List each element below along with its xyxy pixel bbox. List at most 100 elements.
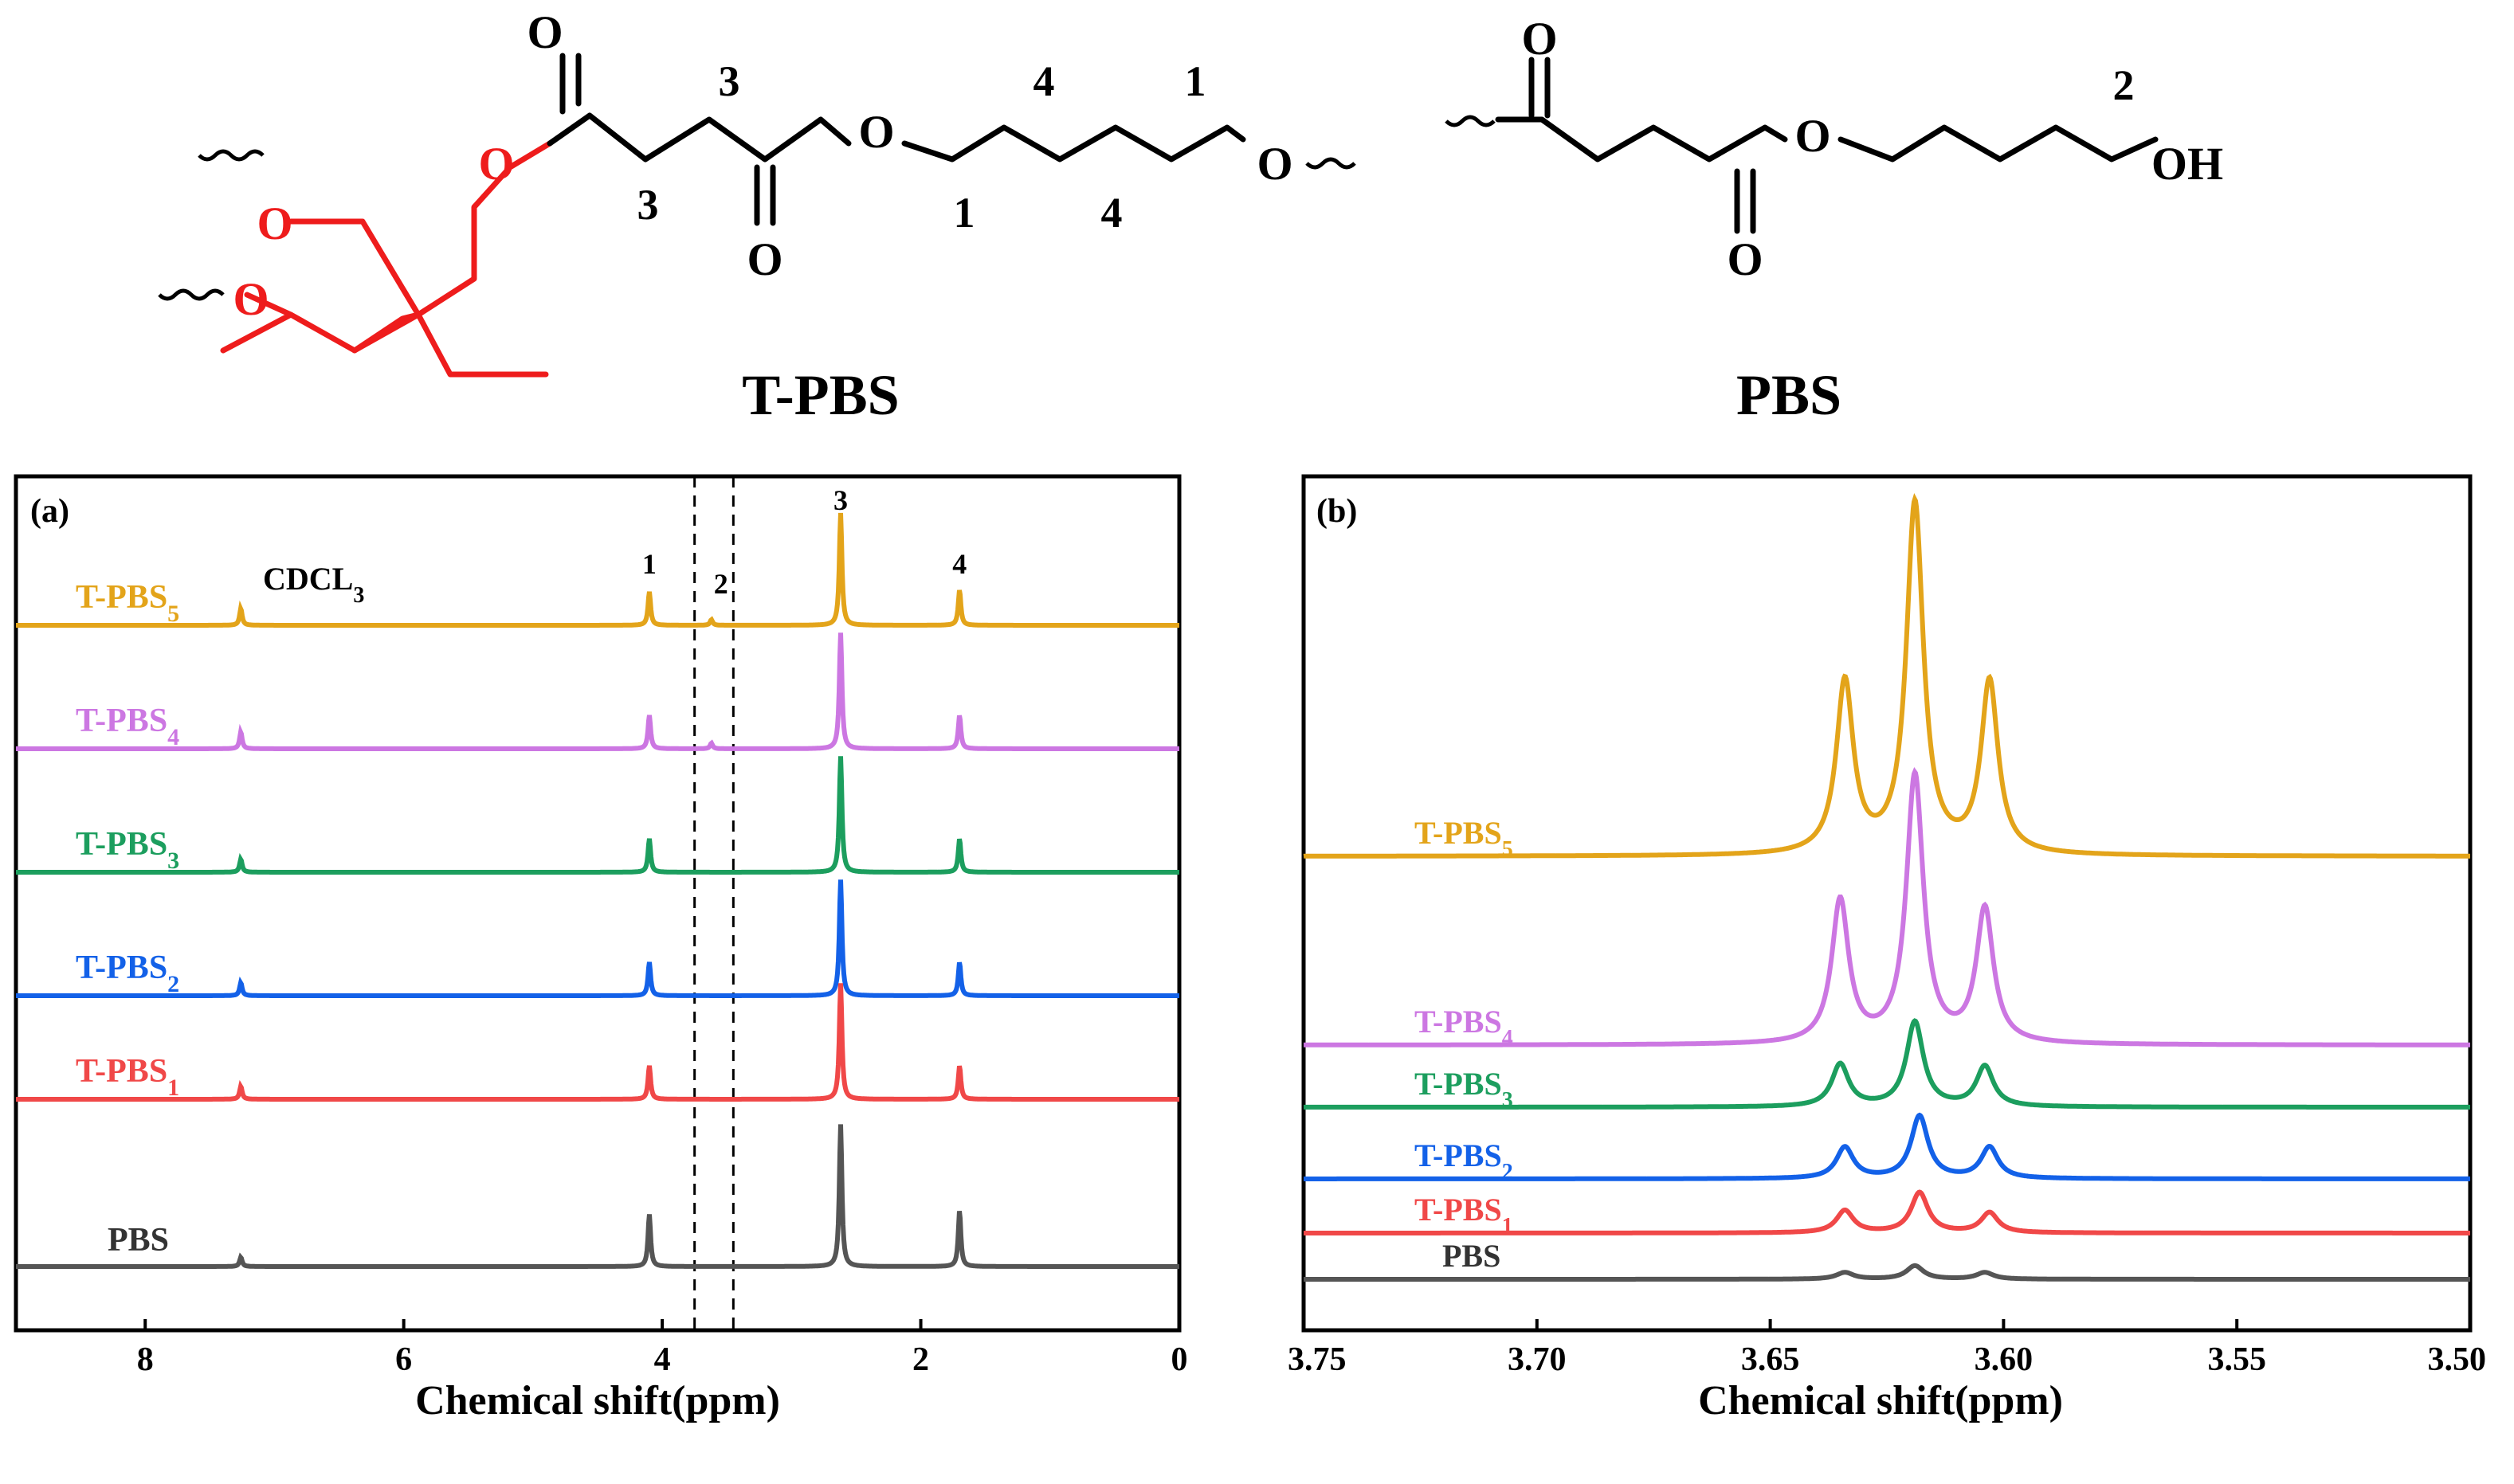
spectrum-b-label-5: T-PBS1 bbox=[1414, 1192, 1513, 1239]
spectrum-b-label-5-sub: 1 bbox=[1502, 1214, 1513, 1239]
tpbs-label-4-top: 4 bbox=[1033, 57, 1055, 105]
pbs-chain bbox=[1495, 57, 2159, 234]
pbs-structure: O O O OH 2 PBS bbox=[1445, 13, 2223, 427]
pbs-o-bottom: O bbox=[1727, 233, 1763, 285]
tpbs-red-core bbox=[220, 140, 553, 378]
spectrum-a-label-1-sub: 5 bbox=[167, 601, 179, 627]
panel-a-x-axis-title: Chemical shift(ppm) bbox=[415, 1378, 780, 1423]
tpbs-o-red-lower: O bbox=[233, 273, 269, 325]
spectrum-b-label-4-name: T-PBS bbox=[1414, 1137, 1502, 1173]
panel-b-tick-label-2: 3.65 bbox=[1741, 1341, 1800, 1378]
tpbs-structure: O O O O O O O 3 3 4 4 1 1 T-PBS bbox=[158, 6, 1356, 427]
tpbs-label-3-bottom: 3 bbox=[637, 181, 659, 229]
tpbs-label-4-bottom: 4 bbox=[1101, 189, 1123, 237]
panel-b-tick-label-4: 3.55 bbox=[2207, 1341, 2266, 1378]
pbs-o-top: O bbox=[1521, 13, 1557, 65]
spectrum-a-label-2-sub: 4 bbox=[167, 724, 179, 750]
spectrum-b-label-3-sub: 3 bbox=[1502, 1088, 1513, 1113]
spectrum-a-label-4-name: T-PBS bbox=[76, 950, 167, 986]
spectrum-a-label-6-name: PBS bbox=[108, 1222, 169, 1259]
spectrum-a-label-4-sub: 2 bbox=[167, 971, 179, 997]
solvent-label-text: CDCL bbox=[263, 561, 353, 597]
spectrum-a-label-5: T-PBS1 bbox=[76, 1053, 179, 1101]
panel-b-tick-label-5: 3.50 bbox=[2428, 1341, 2487, 1378]
spectrum-a-series-2 bbox=[16, 632, 1179, 751]
spectrum-b-label-3-name: T-PBS bbox=[1414, 1066, 1502, 1102]
tpbs-chain bbox=[547, 53, 1246, 226]
spectrum-a-label-5-sub: 1 bbox=[167, 1075, 179, 1101]
spectrum-a-label-2-name: T-PBS bbox=[76, 703, 167, 739]
spectrum-b-label-2-sub: 4 bbox=[1502, 1026, 1513, 1051]
spectrum-a-series-1 bbox=[16, 512, 1179, 628]
spectrum-b-series-5 bbox=[1304, 1189, 2470, 1235]
spectrum-a-label-1: T-PBS5 bbox=[76, 579, 179, 627]
pbs-name: PBS bbox=[1736, 363, 1841, 427]
panel-a-tick-label-2: 2 bbox=[912, 1341, 929, 1378]
peak-4-label: 4 bbox=[952, 548, 967, 580]
panel-b-label: (b) bbox=[1316, 493, 1357, 530]
spectrum-a-label-3-name: T-PBS bbox=[76, 826, 167, 863]
panel-a-series bbox=[16, 512, 1179, 1269]
spectrum-b-label-1: T-PBS5 bbox=[1414, 815, 1513, 862]
spectrum-a-label-5-name: T-PBS bbox=[76, 1053, 167, 1090]
tpbs-o-end: O bbox=[1257, 138, 1292, 190]
peak-1-label: 1 bbox=[642, 548, 657, 580]
spectrum-b-label-1-name: T-PBS bbox=[1414, 815, 1502, 851]
spectrum-b-series-6 bbox=[1304, 1263, 2470, 1282]
tpbs-label-3-top: 3 bbox=[719, 57, 740, 105]
tpbs-name: T-PBS bbox=[742, 363, 899, 427]
pbs-oh: OH bbox=[2151, 138, 2223, 190]
panel-a-annotations: CDCL3 1 2 3 4 bbox=[263, 484, 967, 608]
spectrum-b-series-2 bbox=[1304, 766, 2470, 1047]
pbs-wavy-end bbox=[1445, 115, 1496, 127]
spectrum-a-label-4: T-PBS2 bbox=[76, 950, 179, 997]
spectrum-b-label-4-sub: 2 bbox=[1502, 1160, 1513, 1184]
pbs-o-ester: O bbox=[1794, 110, 1830, 162]
spectrum-a-label-2: T-PBS4 bbox=[76, 703, 179, 750]
tpbs-label-1-top: 1 bbox=[1185, 57, 1206, 105]
spectrum-b-label-6: PBS bbox=[1442, 1238, 1500, 1274]
solvent-label-sub: 3 bbox=[353, 583, 364, 608]
tpbs-wavy-ends bbox=[158, 149, 1356, 301]
panel-b-tick-label-1: 3.70 bbox=[1508, 1341, 1567, 1378]
spectrum-b-label-2-name: T-PBS bbox=[1414, 1004, 1502, 1040]
panel-a-tick-label-0: 0 bbox=[1171, 1341, 1188, 1378]
panel-a-frame bbox=[14, 474, 1182, 1333]
tpbs-o-red-upper: O bbox=[257, 198, 292, 249]
pbs-label-2: 2 bbox=[2113, 61, 2135, 109]
tpbs-label-1-bottom: 1 bbox=[954, 189, 975, 237]
panel-b-x-axis-title: Chemical shift(ppm) bbox=[1698, 1378, 2063, 1423]
solvent-label: CDCL3 bbox=[263, 561, 364, 608]
spectrum-b-label-4: T-PBS2 bbox=[1414, 1137, 1513, 1184]
spectrum-b-series-4 bbox=[1304, 1112, 2470, 1181]
spectrum-b-label-6-name: PBS bbox=[1442, 1238, 1500, 1274]
panel-a-label: (a) bbox=[30, 493, 69, 530]
spectrum-a-series-6 bbox=[16, 1124, 1179, 1269]
spectrum-b-label-1-sub: 5 bbox=[1502, 837, 1513, 862]
tpbs-o-top: O bbox=[527, 6, 563, 58]
spectrum-a-label-3: T-PBS3 bbox=[76, 826, 179, 874]
tpbs-red-arm-upper bbox=[288, 218, 422, 318]
panel-b-tick-label-3: 3.60 bbox=[1975, 1341, 2034, 1378]
tpbs-o-bottom: O bbox=[747, 233, 782, 285]
spectrum-a-label-3-sub: 3 bbox=[167, 848, 179, 874]
panel-b-x-ticks: 3.75 3.70 3.65 3.60 3.55 3.50 bbox=[1288, 1319, 2486, 1378]
spectrum-a-label-6: PBS bbox=[108, 1222, 169, 1259]
spectrum-b-series-3 bbox=[1304, 1018, 2470, 1110]
peak-3-label: 3 bbox=[833, 484, 848, 516]
panel-a-dashed-lines bbox=[693, 476, 735, 1330]
spectrum-b-label-3: T-PBS3 bbox=[1414, 1066, 1513, 1113]
panel-b-tick-label-0: 3.75 bbox=[1288, 1341, 1347, 1378]
spectrum-a-series-3 bbox=[16, 756, 1179, 875]
peak-2-label: 2 bbox=[714, 568, 728, 600]
spectrum-a-series-4 bbox=[16, 879, 1179, 998]
panel-a-tick-label-6: 6 bbox=[395, 1341, 412, 1378]
tpbs-o-ester: O bbox=[858, 106, 894, 158]
panel-a-tick-label-8: 8 bbox=[137, 1341, 154, 1378]
panel-a-tick-label-4: 4 bbox=[654, 1341, 671, 1378]
